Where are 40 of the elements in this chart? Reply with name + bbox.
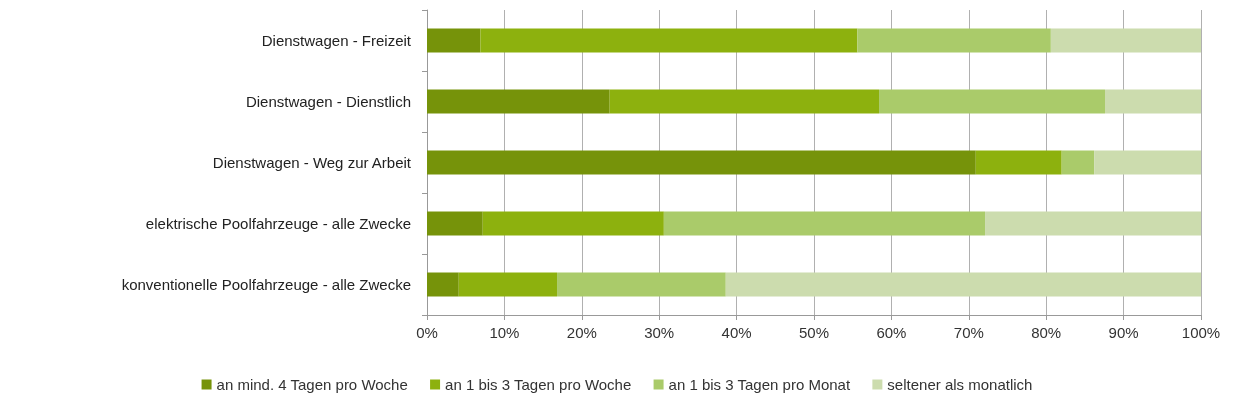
x-tick-label: 30% — [644, 324, 675, 341]
x-tick-label: 70% — [953, 324, 984, 341]
x-tick-label: 100% — [1181, 324, 1221, 341]
bar — [480, 28, 858, 53]
bar — [1050, 28, 1201, 53]
y-tick-label: konventionelle Poolfahrzeuge - alle Zwecke — [121, 276, 411, 293]
x-tick-label: 20% — [566, 324, 597, 341]
y-tick-label: Dienstwagen - Dienstlich — [245, 93, 411, 110]
y-tick-label: Dienstwagen - Weg zur Arbeit — [212, 154, 412, 171]
bar — [427, 272, 459, 297]
y-tick-label: elektrische Poolfahrzeuge - alle Zwecke — [145, 215, 411, 232]
bar — [427, 89, 610, 114]
x-tick-label: 10% — [489, 324, 520, 341]
bar — [975, 150, 1062, 175]
legend-label: seltener als monatlich — [887, 376, 1033, 393]
y-tick-label: Dienstwagen - Freizeit — [261, 32, 412, 49]
x-tick-label: 0% — [416, 324, 438, 341]
bar — [482, 211, 664, 236]
x-tick-label: 40% — [721, 324, 752, 341]
bar — [609, 89, 880, 114]
legend-label: an 1 bis 3 Tagen pro Woche — [445, 376, 632, 393]
bar — [857, 28, 1051, 53]
bar — [427, 28, 481, 53]
bar — [985, 211, 1201, 236]
bar — [725, 272, 1201, 297]
bar — [427, 150, 976, 175]
bar — [879, 89, 1106, 114]
x-tick-label: 80% — [1031, 324, 1062, 341]
x-tick-label: 90% — [1108, 324, 1139, 341]
bar — [1105, 89, 1201, 114]
x-tick-label: 60% — [876, 324, 907, 341]
bar — [557, 272, 726, 297]
bar — [1094, 150, 1201, 175]
bar — [1061, 150, 1095, 175]
bar — [458, 272, 558, 297]
legend-label: an mind. 4 Tagen pro Woche — [216, 376, 408, 393]
bar — [427, 211, 483, 236]
bar — [663, 211, 986, 236]
x-tick-label: 50% — [798, 324, 830, 341]
legend-label: an 1 bis 3 Tagen pro Monat — [668, 376, 851, 393]
